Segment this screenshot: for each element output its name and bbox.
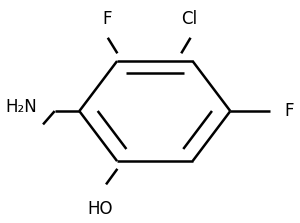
Text: F: F: [284, 102, 293, 120]
Text: F: F: [102, 10, 112, 28]
Text: Cl: Cl: [181, 10, 197, 28]
Text: H₂N: H₂N: [5, 98, 37, 116]
Text: HO: HO: [87, 200, 112, 218]
